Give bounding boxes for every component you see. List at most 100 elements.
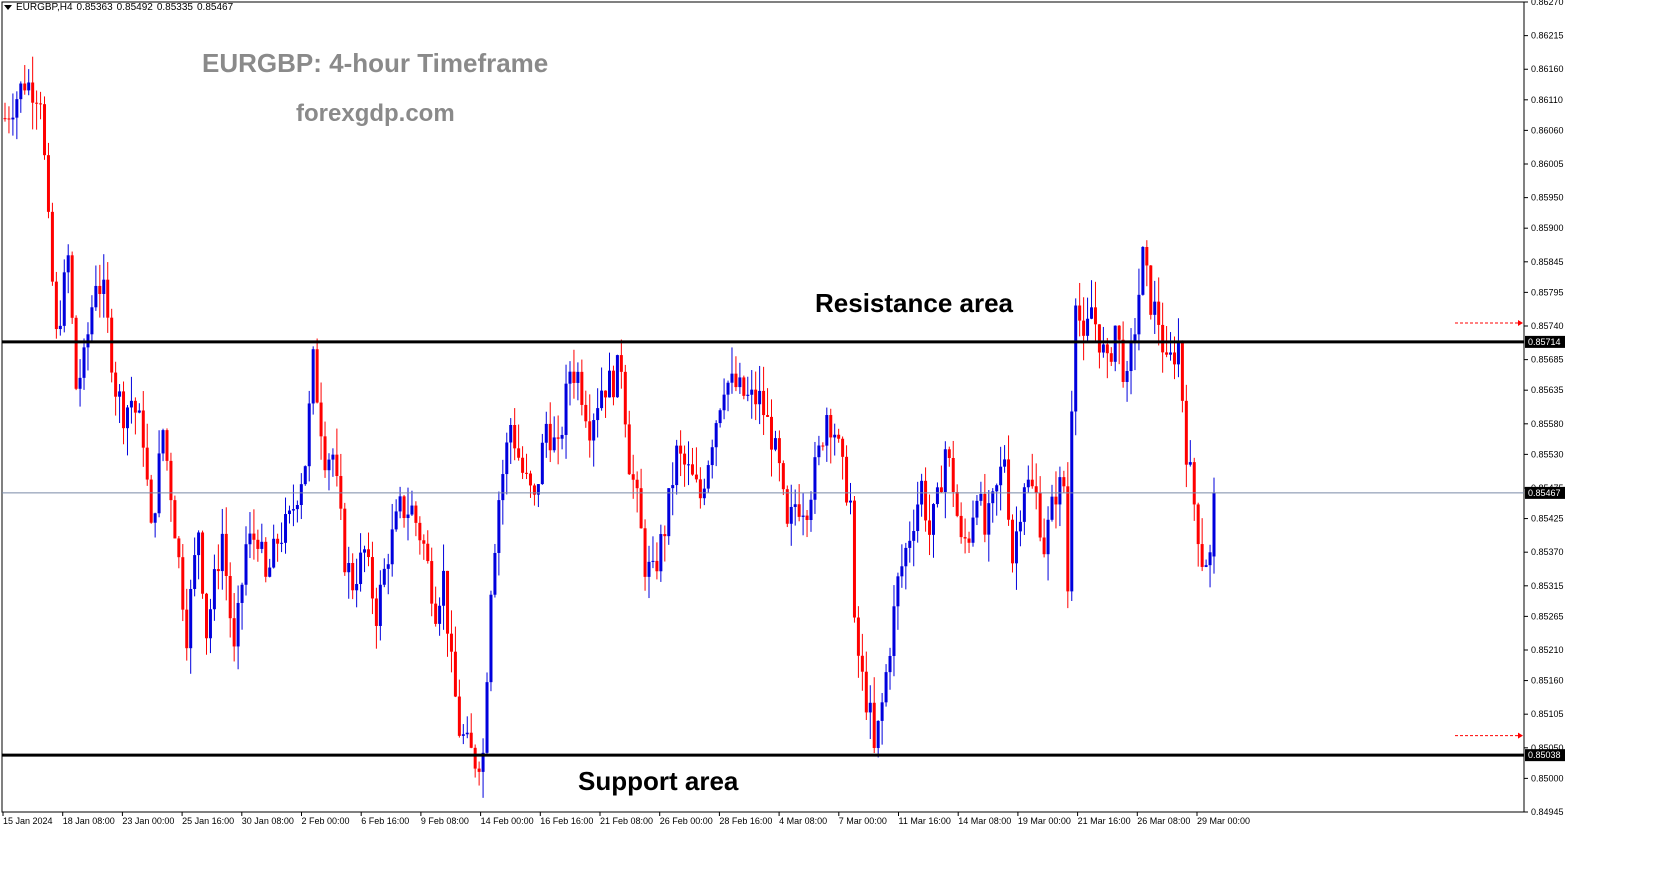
candle-body	[615, 355, 619, 398]
candle-body	[687, 464, 691, 466]
candle-body	[600, 390, 604, 409]
candle-body	[11, 117, 15, 120]
candle-body	[90, 307, 94, 335]
chart-title: EURGBP: 4-hour Timeframe	[202, 48, 549, 78]
candle-body	[43, 104, 47, 156]
candle-body	[307, 403, 311, 467]
candle-body	[971, 517, 975, 543]
plot-frame	[1, 1, 1525, 813]
candle-body	[1129, 342, 1133, 372]
candle-body	[260, 541, 264, 549]
bid-price-tag-bg	[1525, 486, 1565, 499]
candle-body	[1050, 496, 1054, 520]
candle-body	[769, 416, 773, 450]
candle-body	[102, 279, 106, 294]
resistance-price-tag: 0.85714	[1528, 337, 1561, 347]
candle-body	[548, 423, 552, 451]
x-tick-label: 11 Mar 16:00	[899, 816, 951, 826]
candle-body	[137, 410, 141, 413]
candle-body	[912, 531, 916, 541]
candle-body	[675, 445, 679, 486]
candle-body	[667, 488, 671, 537]
x-tick-label: 29 Mar 00:00	[1197, 816, 1250, 826]
high-value: 0.85492	[116, 2, 153, 13]
candle-body	[7, 118, 11, 120]
y-tick-label: 0.85740	[1531, 321, 1564, 331]
dropdown-triangle-icon[interactable]	[4, 4, 12, 10]
resistance-price-tag-bg	[1525, 335, 1565, 348]
candle-body	[133, 400, 137, 413]
candle-body	[967, 538, 971, 543]
y-tick-label: 0.85265	[1531, 611, 1564, 621]
candle-body	[505, 442, 509, 475]
candle-body	[829, 415, 833, 438]
y-tick-label: 0.85530	[1531, 449, 1564, 459]
candle-body	[319, 402, 323, 437]
candle-body	[220, 533, 224, 572]
candle-body	[272, 538, 276, 568]
candle-body	[1054, 496, 1058, 505]
x-tick-label: 26 Feb 00:00	[660, 816, 713, 826]
candle-body	[809, 499, 813, 520]
y-tick-label: 0.86215	[1531, 31, 1564, 41]
candle-body	[359, 552, 363, 585]
x-tick-label: 21 Feb 08:00	[600, 816, 653, 826]
candle-body	[1046, 519, 1050, 555]
candle-body	[789, 506, 793, 524]
y-tick-label: 0.85685	[1531, 355, 1564, 365]
candle-body	[793, 504, 797, 507]
symbol-name: EURGBP,H4	[16, 2, 73, 13]
candle-body	[623, 371, 627, 425]
candle-body	[611, 370, 615, 398]
candle-body	[528, 473, 532, 486]
candle-body	[702, 488, 706, 499]
candle-body	[82, 347, 86, 378]
candle-body	[1137, 294, 1141, 335]
bid-price-tag: 0.85467	[1528, 488, 1561, 498]
candle-body	[1007, 459, 1011, 520]
candle-body	[631, 474, 635, 480]
candle-body	[181, 557, 185, 610]
candle-body	[734, 373, 738, 388]
x-tick-label: 9 Feb 08:00	[421, 816, 469, 826]
candle-body	[525, 472, 529, 474]
candle-body	[449, 633, 453, 652]
site-watermark: forexgdp.com	[296, 100, 455, 127]
candle-body	[446, 570, 450, 634]
candle-body	[1011, 519, 1014, 564]
candle-body	[295, 505, 299, 510]
candle-body	[23, 83, 27, 91]
candle-body	[442, 570, 446, 606]
candle-body	[489, 594, 493, 683]
y-tick-label: 0.85580	[1531, 419, 1564, 429]
x-tick-label: 2 Feb 00:00	[302, 816, 350, 826]
candle-body	[78, 377, 82, 389]
candle-body	[177, 538, 181, 558]
candle-body	[710, 447, 714, 466]
candle-body	[497, 500, 501, 553]
candle-body	[355, 584, 359, 591]
candle-body	[287, 510, 291, 515]
candle-body	[900, 566, 904, 577]
candle-body	[1066, 486, 1070, 592]
candle-body	[1176, 342, 1180, 365]
candle-body	[513, 424, 517, 449]
candle-body	[931, 504, 935, 535]
x-tick-label: 6 Feb 16:00	[361, 816, 409, 826]
candle-body	[66, 255, 70, 273]
candle-body	[1188, 462, 1192, 465]
candle-body	[939, 487, 943, 493]
candle-body	[15, 99, 19, 118]
candle-body	[928, 520, 932, 535]
candle-body	[125, 407, 129, 429]
candle-body	[690, 464, 694, 475]
candle-body	[50, 211, 54, 282]
candle-body	[963, 537, 967, 539]
candle-body	[773, 438, 777, 450]
candle-body	[908, 540, 912, 548]
candle-body	[544, 423, 548, 443]
candle-body	[477, 768, 481, 772]
support-price-tag-bg	[1525, 749, 1565, 762]
candle-body	[683, 453, 687, 465]
